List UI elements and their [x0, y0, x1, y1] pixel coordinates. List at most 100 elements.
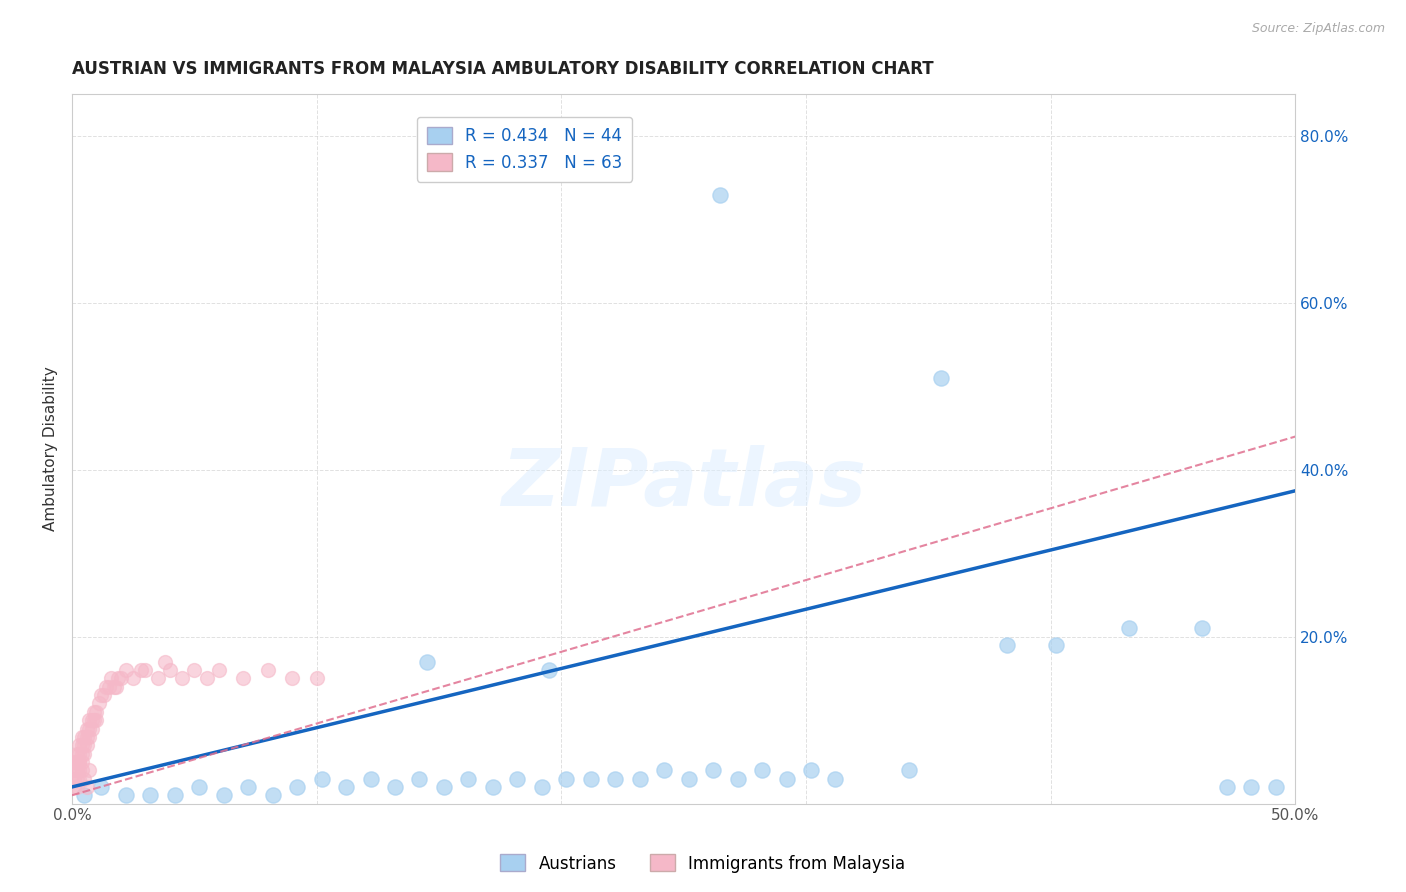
Point [129, 663, 152, 677]
Point [73, 772, 96, 786]
Point [122, 672, 145, 686]
Point [67, 747, 90, 761]
Point [262, 789, 284, 803]
Point [77, 730, 100, 744]
Y-axis label: Ambulatory Disability: Ambulatory Disability [44, 367, 58, 532]
Point [67, 755, 90, 769]
Point [134, 663, 156, 677]
Point [482, 780, 505, 794]
Point [70, 738, 93, 752]
Point [73, 738, 96, 752]
Point [457, 772, 479, 786]
Point [652, 764, 675, 778]
Point [408, 772, 430, 786]
Point [555, 772, 578, 786]
Point [433, 780, 456, 794]
Point [538, 663, 561, 677]
Point [751, 764, 773, 778]
Point [63, 772, 86, 786]
Point [87, 697, 110, 711]
Legend: Austrians, Immigrants from Malaysia: Austrians, Immigrants from Malaysia [494, 847, 912, 880]
Point [67, 738, 90, 752]
Point [238, 780, 260, 794]
Point [897, 764, 920, 778]
Point [172, 672, 194, 686]
Point [107, 672, 129, 686]
Point [212, 789, 235, 803]
Point [195, 672, 218, 686]
Point [232, 672, 254, 686]
Point [256, 663, 278, 677]
Point [1045, 638, 1067, 652]
Point [66, 747, 89, 761]
Point [384, 780, 406, 794]
Point [66, 772, 89, 786]
Point [70, 755, 93, 769]
Point [139, 789, 162, 803]
Point [96, 680, 118, 694]
Point [360, 772, 382, 786]
Point [67, 764, 90, 778]
Point [506, 772, 529, 786]
Point [66, 764, 89, 778]
Point [159, 663, 181, 677]
Point [66, 755, 89, 769]
Point [83, 713, 105, 727]
Point [80, 713, 103, 727]
Point [77, 713, 100, 727]
Point [1264, 780, 1286, 794]
Point [110, 672, 132, 686]
Point [77, 722, 100, 736]
Point [335, 780, 357, 794]
Point [305, 672, 328, 686]
Point [86, 705, 108, 719]
Point [775, 772, 797, 786]
Point [702, 764, 724, 778]
Point [1240, 780, 1263, 794]
Point [103, 680, 125, 694]
Point [285, 780, 308, 794]
Point [86, 713, 108, 727]
Point [80, 722, 103, 736]
Point [1191, 621, 1213, 635]
Point [208, 663, 231, 677]
Point [76, 722, 98, 736]
Point [727, 772, 749, 786]
Text: AUSTRIAN VS IMMIGRANTS FROM MALAYSIA AMBULATORY DISABILITY CORRELATION CHART: AUSTRIAN VS IMMIGRANTS FROM MALAYSIA AMB… [72, 60, 934, 78]
Point [929, 371, 952, 385]
Point [311, 772, 333, 786]
Point [90, 688, 112, 702]
Point [115, 789, 138, 803]
Point [153, 655, 176, 669]
Point [63, 764, 86, 778]
Point [70, 764, 93, 778]
Point [67, 772, 90, 786]
Point [63, 755, 86, 769]
Point [73, 789, 96, 803]
Point [824, 772, 846, 786]
Point [66, 780, 89, 794]
Point [73, 730, 96, 744]
Point [628, 772, 651, 786]
Point [995, 638, 1018, 652]
Point [77, 764, 100, 778]
Point [73, 747, 96, 761]
Point [416, 655, 439, 669]
Point [163, 789, 186, 803]
Point [76, 730, 98, 744]
Point [1216, 780, 1239, 794]
Point [70, 747, 93, 761]
Text: Source: ZipAtlas.com: Source: ZipAtlas.com [1251, 22, 1385, 36]
Point [83, 705, 105, 719]
Point [281, 672, 304, 686]
Point [530, 780, 553, 794]
Point [188, 780, 211, 794]
Point [605, 772, 627, 786]
Point [90, 780, 112, 794]
Point [800, 764, 823, 778]
Point [100, 672, 122, 686]
Text: ZIPatlas: ZIPatlas [501, 445, 866, 524]
Point [67, 755, 90, 769]
Point [115, 663, 138, 677]
Point [93, 688, 115, 702]
